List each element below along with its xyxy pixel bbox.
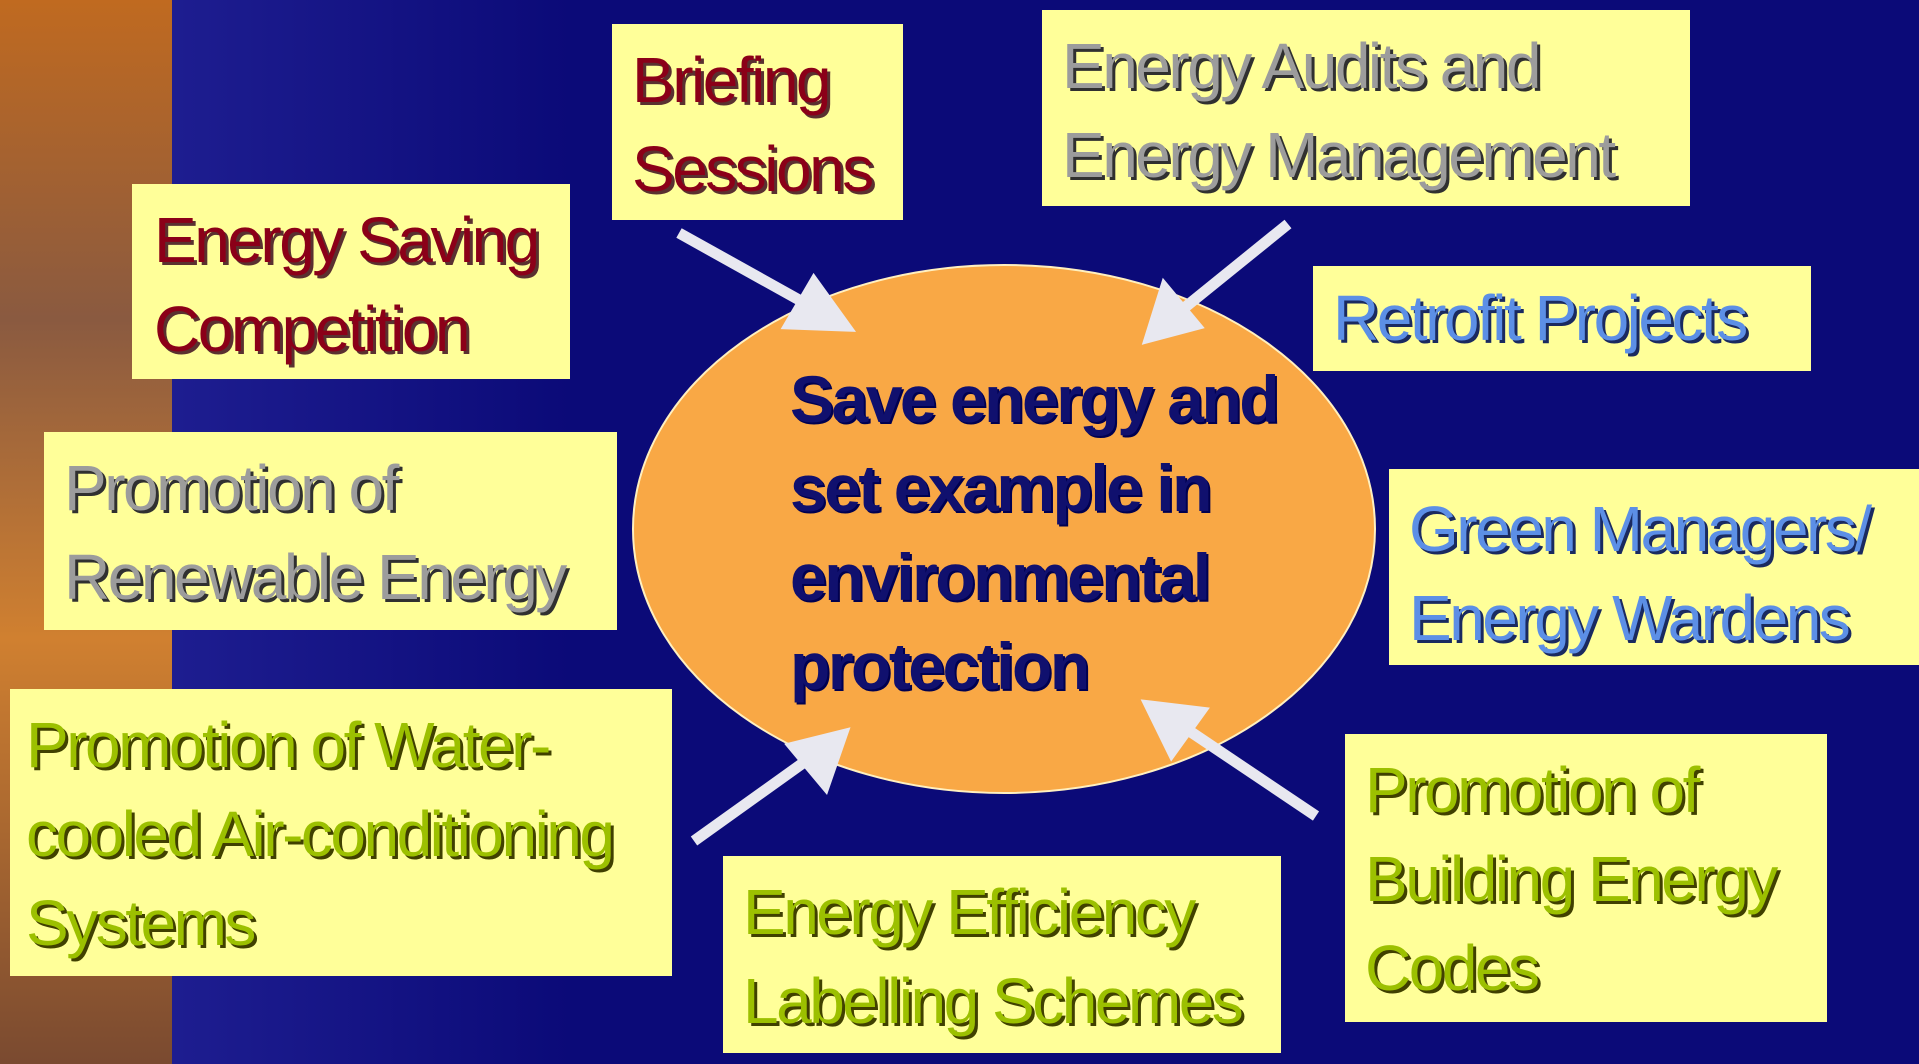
text-line: Promotion of [1365, 746, 1807, 835]
node-box: Green Managers/Energy Wardens [1389, 469, 1919, 665]
text-line: Green Managers/ [1409, 485, 1899, 574]
text-line: Systems [26, 879, 652, 968]
text-line: Energy Saving [154, 196, 550, 285]
arrow [1178, 224, 1288, 313]
text-line: Competition [154, 285, 550, 374]
node-box: Retrofit Projects [1313, 266, 1811, 371]
slide: Save energy andset example inenvironment… [0, 0, 1919, 1064]
text-line: set example in [790, 444, 1277, 533]
text-line: Save energy and [790, 355, 1277, 444]
text-line: Energy Management [1062, 111, 1670, 200]
text-line: Retrofit Projects [1333, 274, 1791, 363]
text-line: Energy Audits and [1062, 22, 1670, 111]
arrow [1185, 728, 1316, 816]
text-line: protection [790, 622, 1277, 711]
arrow [694, 758, 810, 841]
arrow [679, 233, 810, 306]
text-line: Renewable Energy [64, 533, 597, 622]
text-line: Labelling Schemes [743, 957, 1261, 1046]
text-line: Building Energy [1365, 835, 1807, 924]
text-line: Briefing [632, 36, 883, 125]
text-line: Sessions [632, 125, 883, 214]
text-line: Promotion of [64, 444, 597, 533]
arrow-head [794, 735, 842, 784]
text-line: Energy Wardens [1409, 574, 1899, 663]
text-line: Energy Efficiency [743, 868, 1261, 957]
text-line: environmental [790, 533, 1277, 622]
node-box: Promotion of Water-cooled Air-conditioni… [10, 689, 672, 976]
text-line: Promotion of Water- [26, 701, 652, 790]
text-line: cooled Air-conditioning [26, 790, 652, 879]
text-line: Codes [1365, 924, 1807, 1013]
